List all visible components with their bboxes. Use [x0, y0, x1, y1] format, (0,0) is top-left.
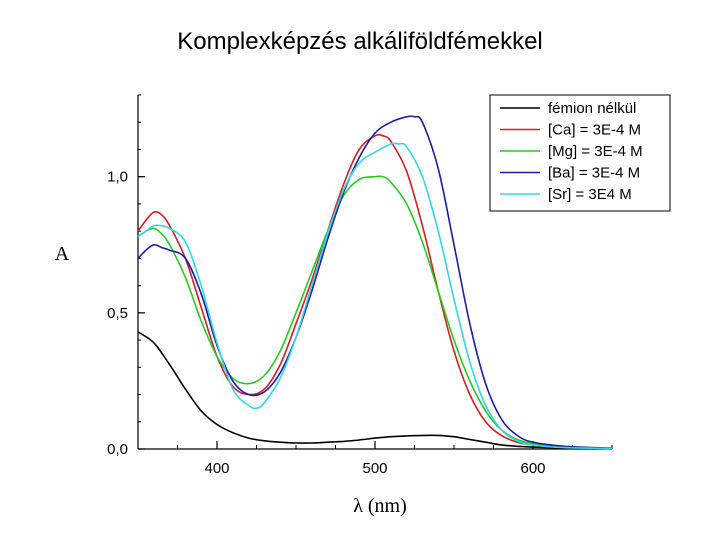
series-line-4: [137, 142, 613, 450]
x-tick-label: 600: [520, 460, 545, 477]
legend-label-0: fémion nélkül: [548, 100, 636, 117]
chart-axes: 0,0 0,5 1,0 400 500 600: [107, 94, 613, 477]
y-tick-label: 1,0: [107, 169, 128, 186]
legend-label-1: [Ca] = 3E-4 M: [548, 122, 641, 139]
legend-box: [489, 94, 671, 212]
y-tick-label: 0,5: [107, 305, 128, 322]
slide-title: Komplexképzés alkáliföldfémekkel: [177, 28, 543, 55]
series-line-2: [137, 175, 613, 449]
x-tick-label: 400: [204, 460, 229, 477]
x-axis-label: λ (nm): [353, 495, 407, 517]
x-tick-label: 500: [362, 460, 387, 477]
legend-label-4: [Sr] = 3E4 M: [548, 186, 632, 203]
y-axis-label: A: [55, 243, 70, 265]
chart-legend: fémion nélkül [Ca] = 3E-4 M [Mg] = 3E-4 M […: [489, 94, 671, 212]
chart-series-lines: [137, 115, 613, 450]
legend-label-3: [Ba] = 3E-4 M: [548, 165, 640, 182]
series-line-3: [137, 115, 613, 449]
series-line-0: [137, 331, 613, 450]
legend-label-2: [Mg] = 3E-4 M: [548, 143, 643, 160]
y-tick-label: 0,0: [107, 441, 128, 458]
